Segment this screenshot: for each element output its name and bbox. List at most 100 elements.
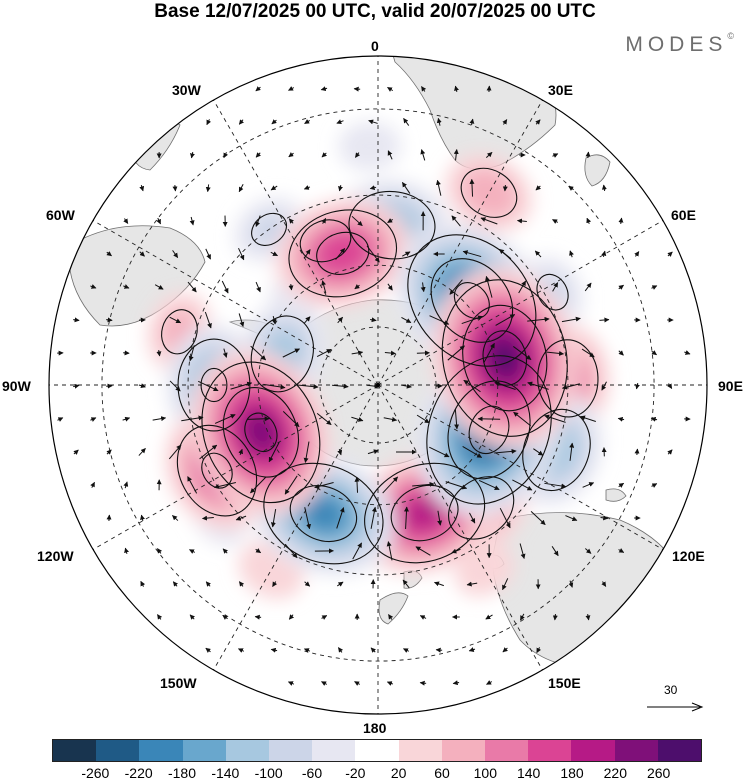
wind-vector [189,614,195,620]
colorbar-tick-label: -100 [254,765,283,781]
wind-vector [204,311,212,329]
wind-vector [618,284,624,290]
wind-vector [387,218,393,223]
wind-vector [415,546,431,556]
meridian-line [213,99,379,386]
wind-vector [468,647,476,652]
wind-vector [270,251,278,257]
contour-line [537,339,599,418]
wind-vector [462,250,482,258]
wind-vector [238,247,245,261]
wind-vector [314,481,334,489]
wind-vector [463,379,481,393]
wind-vector [651,350,657,356]
colorbar-tick-label: -260 [81,765,110,781]
wind-vector [599,317,610,323]
wind-vector [282,410,300,428]
latitude-circle [101,108,655,662]
wind-vector [667,449,673,455]
wind-vector [667,251,673,257]
wind-vector [237,648,245,653]
wind-vector [304,119,310,125]
wind-vector [386,541,393,561]
wind-vector [445,481,468,490]
wind-vector [601,581,607,587]
wind-vector [552,282,559,292]
wind-vector [206,119,212,126]
wind-vector [189,216,195,226]
positive-anomaly-fill [461,168,517,218]
wind-vector [188,345,195,362]
wind-vector [303,441,310,463]
wind-vector [354,681,361,686]
wind-vector [480,217,498,225]
wind-vector [156,217,161,225]
colorbar-swatch [355,740,399,761]
wind-vector [205,248,211,260]
wind-vector [651,483,658,488]
wind-vector [412,481,435,487]
wind-vector [230,381,253,390]
wind-vector [157,614,163,620]
wind-vector [601,381,607,391]
wind-vector [124,547,129,555]
meridian-line [377,384,664,550]
wind-vector [271,316,277,325]
wind-vector [354,152,361,158]
wind-vector [519,543,526,560]
wind-vector [168,444,182,460]
colorbar-tick-label: -140 [211,765,240,781]
wind-vector [205,184,211,193]
lon-label-180: 180 [363,720,387,736]
wind-vector [254,614,262,620]
colorbar-tick-label: -20 [345,765,366,781]
wind-vector [421,86,427,92]
contour-line [222,387,299,478]
wind-vector [530,510,546,526]
wind-vector [222,548,229,554]
wind-vector [154,284,164,290]
wind-vector [420,282,426,293]
wind-vector [386,681,394,686]
wind-vector [435,647,443,653]
wind-vector [139,184,145,192]
wind-vector [569,250,574,258]
wind-vector [535,119,541,125]
wind-vector [420,149,426,161]
wind-vector [238,581,245,587]
wind-vector [199,444,218,460]
wind-vector [401,316,412,324]
wind-vector [579,415,596,422]
wind-vector [416,414,430,424]
contour-line [453,282,490,319]
wind-vector [535,185,541,191]
wind-vector [255,86,261,92]
wind-vector [494,448,517,454]
wind-vector [585,151,591,159]
wind-vector [618,482,625,488]
wind-vector [152,416,167,422]
wind-vector [263,383,286,390]
wind-vector [139,251,145,257]
wind-vector [601,184,607,192]
wind-vector [667,383,673,389]
colorbar-tick-label: 140 [516,765,541,781]
wind-vector [650,416,658,422]
wind-vector [106,317,113,323]
wind-vector [272,581,278,587]
wind-vector [332,383,349,389]
wind-vector [486,680,493,685]
wind-vector [288,86,295,91]
wind-vector [419,615,427,620]
wind-vector [351,416,364,422]
wind-vector [288,283,294,291]
wind-vector [551,546,559,557]
pole-marker [376,383,380,387]
wind-vector [552,613,558,621]
wind-vector [536,647,542,654]
wind-vector [383,416,398,422]
wind-vector [190,151,195,159]
wind-vector [568,580,574,588]
wind-vector [90,481,95,488]
wind-vector [618,217,624,225]
